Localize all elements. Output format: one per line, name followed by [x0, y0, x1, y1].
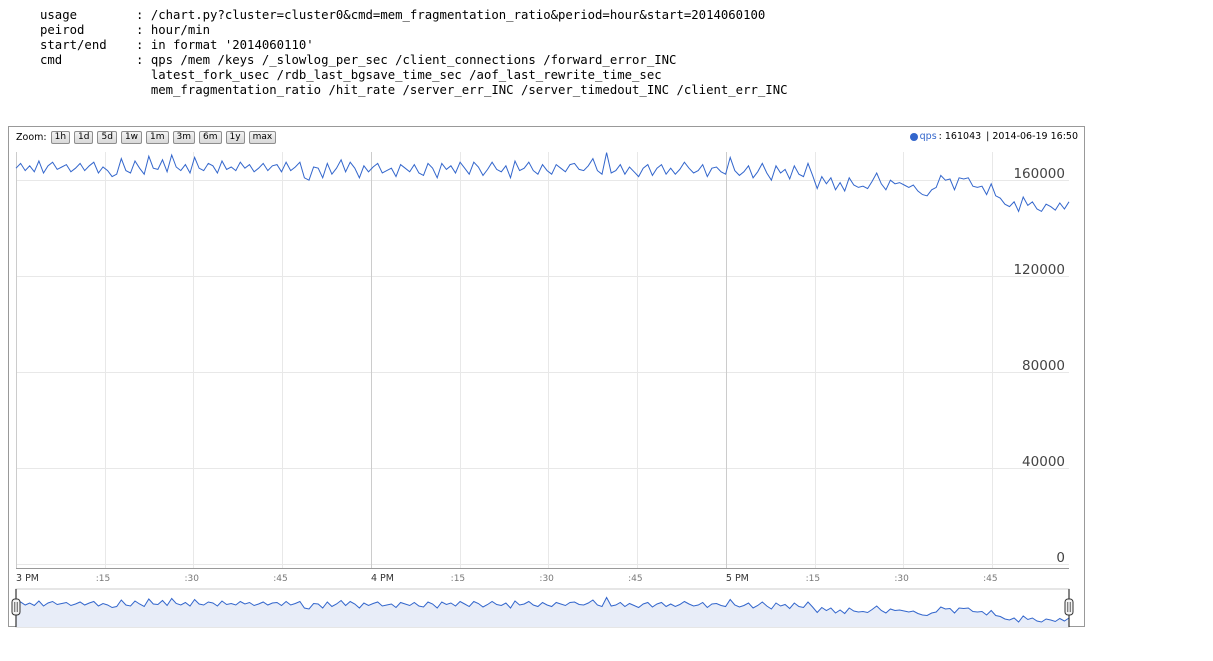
usage-value: /chart.py?cluster=cluster0&cmd=mem_fragm…: [150, 8, 766, 22]
legend-series-name: qps: [919, 131, 937, 142]
y-tick-label: 120000: [1013, 262, 1065, 278]
legend-dot-icon: [909, 132, 918, 141]
plot-area: [16, 152, 1069, 568]
zoom-label: Zoom:: [16, 132, 47, 143]
x-tick-label: :45: [628, 574, 642, 584]
range-handle-right[interactable]: [1064, 598, 1074, 616]
usage-row: cmd: qps /mem /keys /_slowlog_per_sec /c…: [40, 53, 788, 68]
qps-series-line: [15, 152, 1070, 213]
usage-row: latest_fork_usec /rdb_last_bgsave_time_s…: [40, 68, 788, 83]
usage-row: mem_fragmentation_ratio /hit_rate /serve…: [40, 83, 788, 98]
x-tick-label: 5 PM: [726, 573, 749, 584]
usage-key: start/end: [40, 38, 107, 52]
x-tick-label: :15: [451, 574, 465, 584]
x-tick-label: :30: [539, 574, 554, 584]
x-tick-label: :15: [96, 574, 110, 584]
range-handle-left[interactable]: [11, 598, 21, 616]
usage-row: start/end: in format '2014060110': [40, 38, 788, 53]
y-tick-label: 0: [1056, 550, 1065, 566]
zoom-buttons: 1h 1d 5d 1w 1m 3m 6m 1y max: [50, 131, 281, 144]
x-tick-label: :30: [184, 574, 199, 584]
usage-key: usage: [40, 8, 78, 22]
usage-row: peirod: hour/min: [40, 23, 788, 38]
x-tick-label: :15: [806, 574, 820, 584]
usage-separator: :: [136, 38, 151, 52]
x-tick-label: 4 PM: [371, 573, 394, 584]
zoom-button-3m[interactable]: 3m: [172, 131, 196, 144]
zoom-button-1h[interactable]: 1h: [50, 131, 71, 144]
usage-row: usage: /chart.py?cluster=cluster0&cmd=me…: [40, 8, 788, 23]
zoom-button-1m[interactable]: 1m: [146, 131, 169, 144]
zoom-bar: Zoom: 1h 1d 5d 1w 1m 3m 6m 1y max: [16, 131, 280, 144]
x-tick-label: 3 PM: [16, 573, 39, 584]
x-tick-label: :30: [894, 574, 909, 584]
x-tick-label: :45: [273, 574, 287, 584]
usage-key: peirod: [40, 23, 85, 37]
zoom-button-1d[interactable]: 1d: [74, 131, 94, 144]
usage-separator: :: [136, 8, 151, 22]
usage-value: hour/min: [150, 23, 211, 37]
y-tick-label: 80000: [1022, 358, 1065, 374]
zoom-button-6m[interactable]: 6m: [199, 131, 222, 144]
legend-date: | 2014-06-19 16:50: [986, 131, 1078, 142]
overview-line: [15, 596, 1070, 623]
usage-help: usage: /chart.py?cluster=cluster0&cmd=me…: [40, 8, 788, 98]
y-tick-label: 160000: [1013, 166, 1065, 182]
usage-separator: :: [136, 53, 151, 67]
usage-value: qps /mem /keys /_slowlog_per_sec /client…: [150, 53, 677, 67]
x-tick-label: :45: [983, 574, 997, 584]
y-tick-label: 40000: [1022, 454, 1065, 470]
usage-value: in format '2014060110': [150, 38, 314, 52]
usage-key: cmd: [40, 53, 63, 67]
legend: qps : 161043 | 2014-06-19 16:50: [909, 131, 1078, 142]
zoom-button-1w[interactable]: 1w: [120, 131, 143, 144]
usage-separator: :: [136, 23, 151, 37]
usage-value: latest_fork_usec /rdb_last_bgsave_time_s…: [150, 68, 662, 82]
zoom-button-5d[interactable]: 5d: [97, 131, 117, 144]
legend-value: : 161043: [938, 131, 982, 142]
zoom-button-1y[interactable]: 1y: [225, 131, 245, 144]
zoom-button-max[interactable]: max: [248, 131, 277, 144]
usage-value: mem_fragmentation_ratio /hit_rate /serve…: [150, 83, 788, 97]
